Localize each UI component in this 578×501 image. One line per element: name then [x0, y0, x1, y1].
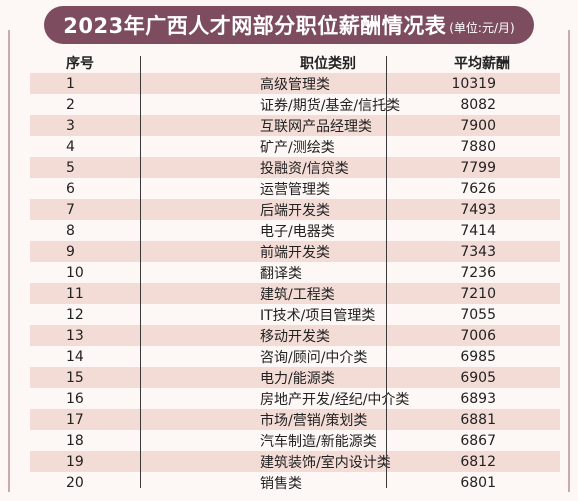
category-cell: 销售类 — [260, 475, 302, 492]
salary-cell: 6893 — [460, 390, 496, 407]
salary-cell: 7900 — [460, 117, 496, 134]
category-cell: IT技术/项目管理类 — [260, 307, 376, 324]
salary-cell: 7493 — [460, 201, 496, 218]
table-row: 15 电力/能源类 6905 — [30, 367, 560, 388]
rank-cell: 6 — [66, 180, 75, 197]
category-cell: 翻译类 — [260, 265, 302, 282]
salary-cell: 7210 — [460, 285, 496, 302]
header-salary: 平均薪酬 — [454, 55, 510, 72]
salary-cell: 6812 — [460, 453, 496, 470]
salary-cell: 7414 — [460, 222, 496, 239]
rank-cell: 10 — [66, 264, 84, 281]
page-title: 2023年广西人才网部分职位薪酬情况表 — [63, 14, 447, 38]
column-divider-2 — [386, 56, 387, 488]
salary-table: 序号 职位类别 平均薪酬 1 高级管理类 10319 2 证券/期货/基金/信托类 808… — [30, 52, 560, 492]
salary-cell: 7880 — [460, 138, 496, 155]
category-cell: 汽车制造/新能源类 — [260, 433, 377, 450]
rank-cell: 3 — [66, 117, 75, 134]
salary-cell: 7343 — [460, 243, 496, 260]
rank-cell: 5 — [66, 159, 75, 176]
table-row: 9 前端开发类 7343 — [30, 241, 560, 262]
category-cell: 移动开发类 — [260, 328, 330, 345]
table-row: 13 移动开发类 7006 — [30, 325, 560, 346]
salary-cell: 7799 — [460, 159, 496, 176]
rank-cell: 13 — [66, 327, 84, 344]
salary-cell: 7236 — [460, 264, 496, 281]
category-cell: 咨询/顾问/中介类 — [260, 349, 368, 366]
rank-cell: 17 — [66, 411, 84, 428]
rank-cell: 11 — [66, 285, 84, 302]
salary-cell: 10319 — [451, 75, 496, 92]
category-cell: 房地产开发/经纪/中介类 — [260, 391, 410, 408]
table-row: 19 建筑装饰/室内设计类 6812 — [30, 451, 560, 472]
rank-cell: 19 — [66, 453, 84, 470]
unit-note: (单位:元/月) — [449, 20, 515, 35]
table-row: 1 高级管理类 10319 — [30, 73, 560, 94]
rank-cell: 14 — [66, 348, 84, 365]
category-cell: 矿产/测绘类 — [260, 139, 335, 156]
title-banner: 2023年广西人才网部分职位薪酬情况表 (单位:元/月) — [44, 6, 534, 44]
table-row: 11 建筑/工程类 7210 — [30, 283, 560, 304]
table-row: 2 证券/期货/基金/信托类 8082 — [30, 94, 560, 115]
rank-cell: 9 — [66, 243, 75, 260]
rank-cell: 20 — [66, 474, 84, 491]
header-category: 职位类别 — [300, 55, 356, 72]
table-header-row: 序号 职位类别 平均薪酬 — [30, 52, 560, 73]
salary-cell: 7006 — [460, 327, 496, 344]
table-row: 18 汽车制造/新能源类 6867 — [30, 430, 560, 451]
rank-cell: 2 — [66, 96, 75, 113]
rank-cell: 16 — [66, 390, 84, 407]
category-cell: 建筑装饰/室内设计类 — [260, 454, 391, 471]
category-cell: 电力/能源类 — [260, 370, 335, 387]
table-row: 4 矿产/测绘类 7880 — [30, 136, 560, 157]
category-cell: 互联网产品经理类 — [260, 118, 372, 135]
table-row: 6 运营管理类 7626 — [30, 178, 560, 199]
category-cell: 证券/期货/基金/信托类 — [260, 97, 401, 114]
salary-cell: 6905 — [460, 369, 496, 386]
salary-cell: 7626 — [460, 180, 496, 197]
table-row: 20 销售类 6801 — [30, 472, 560, 493]
left-border — [8, 30, 10, 492]
table-row: 17 市场/营销/策划类 6881 — [30, 409, 560, 430]
table-row: 3 互联网产品经理类 7900 — [30, 115, 560, 136]
category-cell: 建筑/工程类 — [260, 286, 335, 303]
salary-cell: 8082 — [460, 96, 496, 113]
rank-cell: 7 — [66, 201, 75, 218]
table-row: 8 电子/电器类 7414 — [30, 220, 560, 241]
right-border — [568, 30, 570, 492]
category-cell: 后端开发类 — [260, 202, 330, 219]
rank-cell: 15 — [66, 369, 84, 386]
table-row: 14 咨询/顾问/中介类 6985 — [30, 346, 560, 367]
category-cell: 运营管理类 — [260, 181, 330, 198]
table-row: 5 投融资/信贷类 7799 — [30, 157, 560, 178]
salary-cell: 7055 — [460, 306, 496, 323]
rank-cell: 12 — [66, 306, 84, 323]
salary-cell: 6801 — [460, 474, 496, 491]
rank-cell: 1 — [66, 75, 75, 92]
rank-cell: 4 — [66, 138, 75, 155]
salary-cell: 6985 — [460, 348, 496, 365]
salary-cell: 6881 — [460, 411, 496, 428]
salary-cell: 6867 — [460, 432, 496, 449]
category-cell: 前端开发类 — [260, 244, 330, 261]
table-row: 10 翻译类 7236 — [30, 262, 560, 283]
column-divider-1 — [140, 56, 141, 488]
category-cell: 市场/营销/策划类 — [260, 412, 368, 429]
header-rank: 序号 — [66, 55, 94, 72]
category-cell: 投融资/信贷类 — [260, 160, 349, 177]
category-cell: 电子/电器类 — [260, 223, 335, 240]
category-cell: 高级管理类 — [260, 76, 330, 93]
table-row: 16 房地产开发/经纪/中介类 6893 — [30, 388, 560, 409]
rank-cell: 18 — [66, 432, 84, 449]
rank-cell: 8 — [66, 222, 75, 239]
table-row: 12 IT技术/项目管理类 7055 — [30, 304, 560, 325]
table-row: 7 后端开发类 7493 — [30, 199, 560, 220]
